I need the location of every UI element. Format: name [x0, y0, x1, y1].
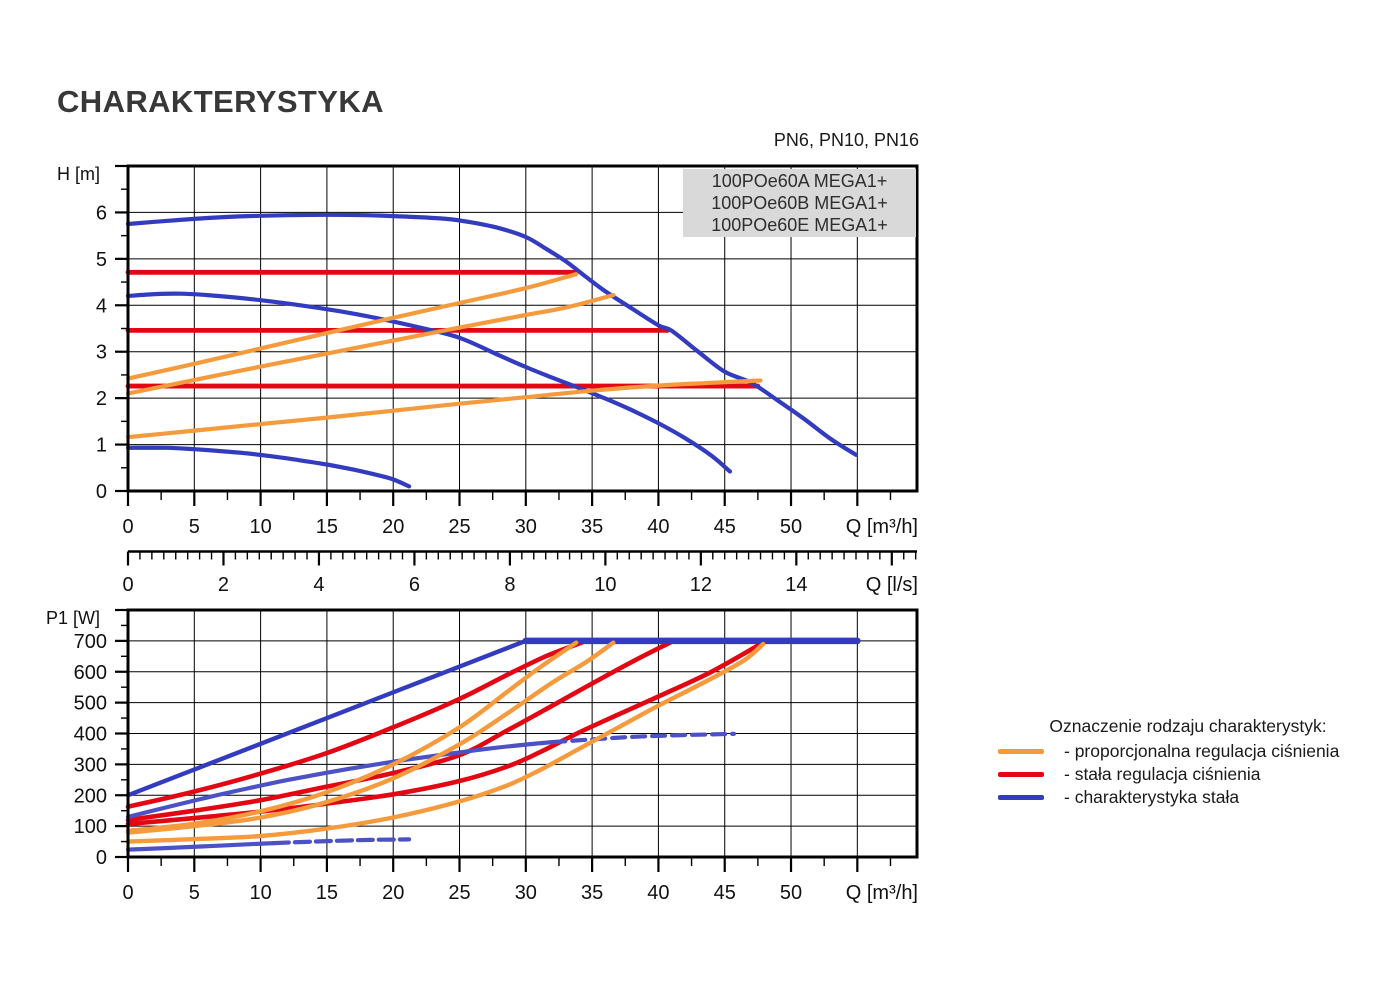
series-charakterystyka-stala-min — [125, 445, 412, 489]
y-tick-label: 0 — [96, 481, 107, 503]
y-tick-label: 3 — [96, 342, 107, 364]
series-proporcjonalna-regulacja-3 — [125, 378, 763, 440]
series-charakterystyka-min-moc-dash — [271, 837, 412, 846]
page-title: CHARAKTERYSTYKA — [57, 84, 384, 119]
series-proporcjonalna-1-moc — [125, 640, 579, 833]
x-tick-label: 5 — [189, 516, 200, 538]
series-charakterystyka-mid-moc — [125, 740, 555, 819]
series-stala-regulacja-1-moc — [125, 639, 586, 809]
y-tick-label: 2 — [96, 388, 107, 410]
series-proporcjonalna-2-moc — [125, 640, 616, 835]
head-series — [125, 212, 859, 489]
x-axis-unit: Q [m³/h] — [846, 882, 918, 904]
model-name: 100POe60B MEGA1+ — [711, 193, 888, 213]
secondary-flow-axis: 0 2 4 6 8 10 12 14 Q [l/s] — [122, 550, 918, 596]
y-tick-label: 500 — [74, 693, 107, 715]
y-tick-label: 100 — [74, 816, 107, 838]
x2-tick-label: 2 — [218, 574, 229, 596]
x-tick-label: 10 — [249, 882, 271, 904]
y-tick-label: 1 — [96, 435, 107, 457]
series-charakterystyka-stala-mid — [125, 291, 733, 474]
x-tick-label: 10 — [249, 516, 271, 538]
model-name: 100POe60A MEGA1+ — [711, 171, 888, 191]
x-tick-label: 20 — [382, 516, 404, 538]
power-ticks — [115, 608, 892, 872]
legend-item-label: - stała regulacja ciśnienia — [1064, 763, 1261, 784]
x-tick-label: 50 — [780, 882, 802, 904]
blue-line-swatch — [998, 794, 1044, 800]
y-tick-label: 0 — [96, 847, 107, 869]
x-tick-label: 5 — [189, 882, 200, 904]
y-tick-label: 400 — [74, 724, 107, 746]
x-tick-label: 45 — [714, 516, 736, 538]
x-tick-label: 15 — [316, 882, 338, 904]
x2-tick-label: 6 — [409, 574, 420, 596]
x2-tick-label: 0 — [122, 574, 133, 596]
orange-line-swatch — [998, 748, 1044, 754]
x-tick-label: 0 — [122, 516, 133, 538]
power-labels: 0 5 10 15 20 25 30 35 40 45 50 Q [m³/h] 0 100 200 300 40… — [46, 608, 918, 904]
y-tick-label: 6 — [96, 202, 107, 224]
x-tick-label: 40 — [647, 516, 669, 538]
x-tick-label: 25 — [448, 516, 470, 538]
pressure-rating-note: PN6, PN10, PN16 — [773, 130, 919, 150]
series-stala-regulacja-2-moc — [125, 639, 674, 823]
x-tick-label: 45 — [714, 882, 736, 904]
series-charakterystyka-stala-max — [125, 212, 859, 457]
series-charakterystyka-min-moc — [125, 841, 276, 852]
legend-item-proportional: - proporcjonalna regulacja ciśnienia — [998, 740, 1378, 761]
x2-tick-label: 4 — [313, 574, 324, 596]
series-proporcjonalna-regulacja-1 — [125, 272, 579, 381]
series-proporcjonalna-regulacja-2 — [125, 293, 616, 396]
legend-item-label: - charakterystyka stała — [1064, 786, 1240, 807]
x-tick-label: 35 — [581, 882, 603, 904]
y-tick-label: 600 — [74, 662, 107, 684]
y-tick-label: 5 — [96, 249, 107, 271]
series-stala-regulacja-3-moc — [125, 639, 767, 827]
x-tick-label: 40 — [647, 882, 669, 904]
power-series — [125, 637, 861, 852]
x-tick-label: 25 — [448, 882, 470, 904]
red-line-swatch — [998, 771, 1044, 777]
legend-title: Oznaczenie rodzaju charakterystyk: — [1049, 716, 1327, 736]
x-tick-label: 15 — [316, 516, 338, 538]
y-tick-label: 700 — [74, 631, 107, 653]
x2-tick-label: 12 — [690, 574, 712, 596]
x-tick-label: 35 — [581, 516, 603, 538]
model-name: 100POe60E MEGA1+ — [711, 215, 888, 235]
x-tick-label: 30 — [515, 516, 537, 538]
x-tick-label: 20 — [382, 882, 404, 904]
x-tick-label: 30 — [515, 882, 537, 904]
curve-type-legend: Oznaczenie rodzaju charakterystyk: - pro… — [998, 716, 1378, 807]
head-ticks — [115, 164, 892, 506]
y-axis-label: P1 [W] — [46, 608, 100, 628]
y-tick-label: 200 — [74, 785, 107, 807]
series-proporcjonalna-3-moc — [125, 641, 766, 844]
legend-item-label: - proporcjonalna regulacja ciśnienia — [1064, 740, 1340, 761]
x2-tick-label: 8 — [504, 574, 515, 596]
series-charakterystyka-mid-moc-dash — [550, 731, 737, 745]
y-axis-label: H [m] — [57, 164, 100, 184]
x2-tick-label: 14 — [785, 574, 807, 596]
x-tick-label: 50 — [780, 516, 802, 538]
y-tick-label: 4 — [96, 295, 107, 317]
series-charakterystyka-max-moc — [125, 638, 529, 798]
y-tick-label: 300 — [74, 754, 107, 776]
x-axis-unit: Q [m³/h] — [846, 516, 918, 538]
x2-tick-label: 10 — [594, 574, 616, 596]
legend-item-constant-pressure: - stała regulacja ciśnienia — [998, 763, 1378, 784]
legend-item-fixed-characteristic: - charakterystyka stała — [998, 786, 1378, 807]
x-tick-label: 0 — [122, 882, 133, 904]
model-names-box: 100POe60A MEGA1+ 100POe60B MEGA1+ 100POe… — [683, 169, 916, 237]
x2-axis-unit: Q [l/s] — [866, 574, 918, 596]
